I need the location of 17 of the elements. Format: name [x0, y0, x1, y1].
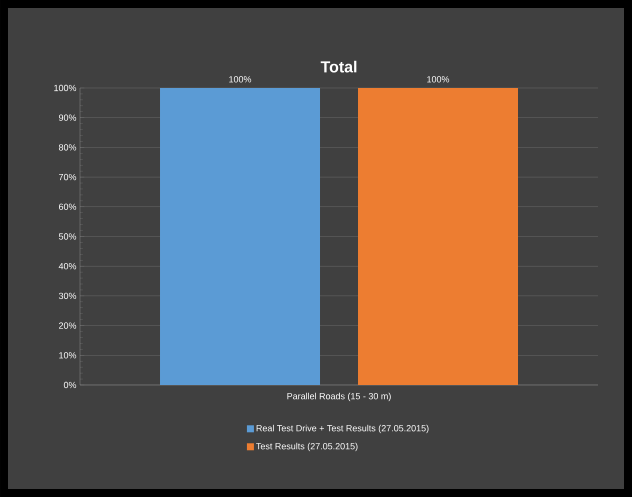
- data-label: 100%: [229, 76, 252, 82]
- chart-title: Total: [320, 60, 356, 72]
- y-tick-label: 80%: [58, 144, 76, 151]
- y-tick-label: 70%: [58, 174, 76, 180]
- y-tick-label: 90%: [58, 114, 76, 121]
- y-tick-label: 20%: [58, 322, 76, 329]
- y-tick-label: 40%: [58, 263, 76, 270]
- y-tick-label: 100%: [54, 84, 76, 92]
- legend-label: Real Test Drive + Test Results (27.05.2015): [256, 424, 429, 434]
- y-tick-label: 50%: [58, 233, 76, 240]
- legend-label: Test Results (27.05.2015): [256, 442, 358, 452]
- data-label: 100%: [427, 76, 450, 82]
- y-tick-label: 60%: [58, 204, 76, 210]
- y-tick-label: 0%: [64, 382, 76, 388]
- y-tick-label: 10%: [59, 352, 76, 358]
- x-tick-label: Parallel Roads (15 - 30 m): [287, 392, 391, 402]
- y-tick-label: 30%: [58, 292, 76, 300]
